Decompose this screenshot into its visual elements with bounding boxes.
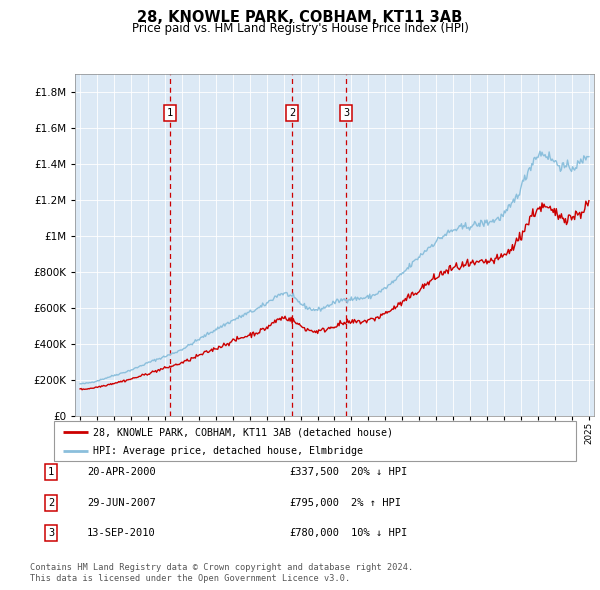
Text: 2: 2 <box>48 498 54 507</box>
Text: 1: 1 <box>48 467 54 477</box>
Text: 28, KNOWLE PARK, COBHAM, KT11 3AB (detached house): 28, KNOWLE PARK, COBHAM, KT11 3AB (detac… <box>93 427 393 437</box>
Text: 20-APR-2000: 20-APR-2000 <box>87 467 156 477</box>
Text: Contains HM Land Registry data © Crown copyright and database right 2024.: Contains HM Land Registry data © Crown c… <box>30 563 413 572</box>
Text: HPI: Average price, detached house, Elmbridge: HPI: Average price, detached house, Elmb… <box>93 445 363 455</box>
FancyBboxPatch shape <box>54 421 576 461</box>
Text: 28, KNOWLE PARK, COBHAM, KT11 3AB: 28, KNOWLE PARK, COBHAM, KT11 3AB <box>137 10 463 25</box>
Text: 3: 3 <box>343 109 349 119</box>
Text: This data is licensed under the Open Government Licence v3.0.: This data is licensed under the Open Gov… <box>30 574 350 583</box>
Text: £795,000: £795,000 <box>289 498 339 507</box>
Text: 2: 2 <box>289 109 295 119</box>
Text: 10% ↓ HPI: 10% ↓ HPI <box>351 529 407 538</box>
Text: Price paid vs. HM Land Registry's House Price Index (HPI): Price paid vs. HM Land Registry's House … <box>131 22 469 35</box>
Text: 29-JUN-2007: 29-JUN-2007 <box>87 498 156 507</box>
Text: 20% ↓ HPI: 20% ↓ HPI <box>351 467 407 477</box>
Text: £337,500: £337,500 <box>289 467 339 477</box>
Text: 3: 3 <box>48 529 54 538</box>
Text: 1: 1 <box>167 109 173 119</box>
Text: £780,000: £780,000 <box>289 529 339 538</box>
Text: 2% ↑ HPI: 2% ↑ HPI <box>351 498 401 507</box>
Text: 13-SEP-2010: 13-SEP-2010 <box>87 529 156 538</box>
